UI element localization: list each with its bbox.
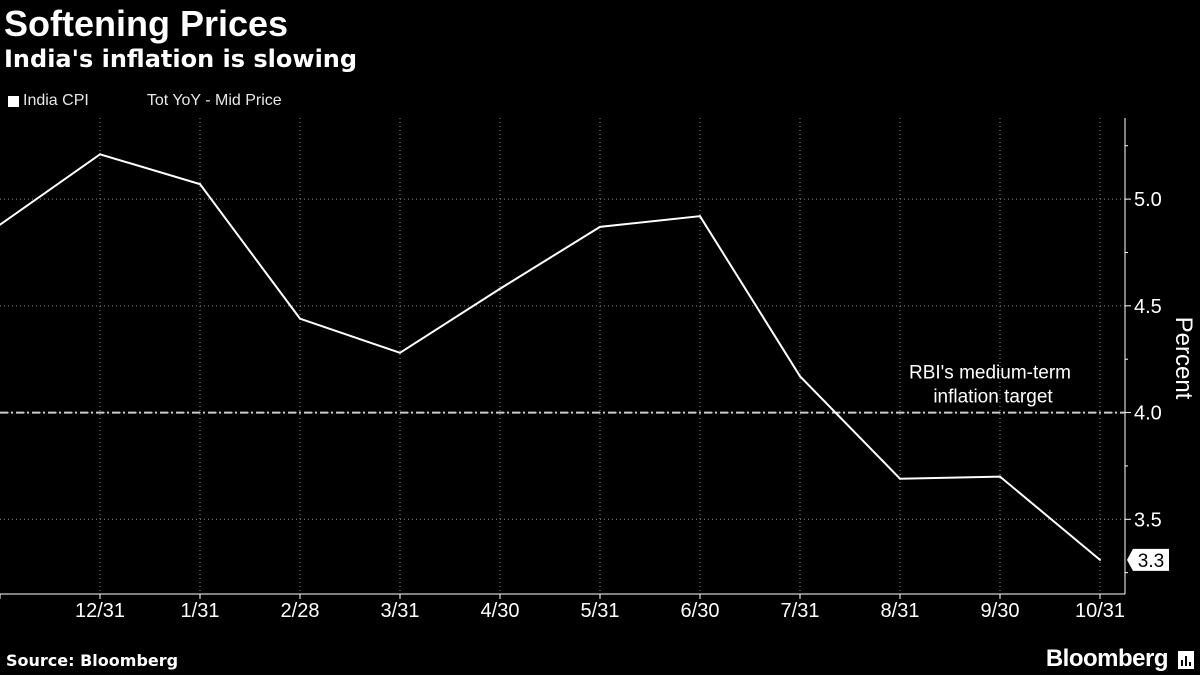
data-point [599,225,601,228]
x-tick-label: 9/30 [981,600,1020,622]
x-tick-label: 6/30 [681,600,720,622]
data-point [999,475,1001,478]
x-tick-label: 5/31 [581,600,620,622]
data-point [699,215,701,218]
x-tick-label: 8/31 [881,600,920,622]
data-point [0,223,1,226]
chart-title: Softening Prices [4,3,289,44]
x-tick-label: 4/30 [481,600,520,622]
x-tick-label: 3/31 [381,600,420,622]
x-tick-label: 10/31 [1075,600,1125,622]
reference-layer: RBI's medium-term inflation target [0,363,1125,414]
source-note: Source: Bloomberg [6,651,179,670]
chart-subtitle: India's inflation is slowing [4,45,358,73]
data-point [1099,558,1101,561]
bloomberg-chart-icon [1178,651,1194,669]
last-value-label: 3.3 [1138,551,1164,572]
y-axis-label: Percent [1170,317,1197,400]
brand-logo: Bloomberg [1045,645,1169,672]
legend-swatch [8,95,19,107]
y-tick-label: 3.5 [1134,509,1162,531]
series-line [0,153,1101,561]
last-value-tag [1127,548,1169,571]
data-point [99,153,101,156]
data-point [899,477,901,480]
x-tick-label: 7/31 [781,600,820,622]
x-tick-label: 2/28 [281,600,320,622]
reference-label: inflation target [933,387,1053,408]
y-tick-label: 5.0 [1134,189,1162,211]
data-point [199,183,201,186]
y-tick-label: 4.0 [1134,403,1162,425]
x-tick-label: 1/31 [181,600,220,622]
label-layer: 3.3 [1127,548,1169,572]
series-layer [0,153,1101,561]
legend-series-detail: Tot YoY - Mid Price [146,92,282,109]
x-tick-label: 12/31 [75,600,125,622]
axis-layer: 12/31 1/31 2/28 3/31 4/30 5/31 6/30 7/31 8/31 9/3… [0,118,1197,622]
data-point [299,317,301,320]
y-tick-label: 4.5 [1134,296,1162,318]
data-point [799,375,801,378]
reference-label: RBI's medium-term [909,363,1071,384]
data-point [399,351,401,354]
legend: India CPI Tot YoY - Mid Price [8,90,282,112]
grid-layer [0,118,1125,594]
data-point [499,287,501,290]
legend-series-label: India CPI [23,92,89,109]
